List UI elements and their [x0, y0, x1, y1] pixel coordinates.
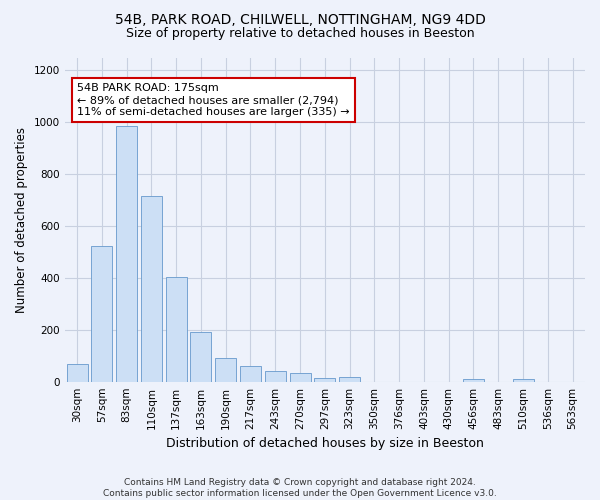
Bar [91, 246, 112, 382]
Bar [463, 378, 484, 382]
Bar [512, 379, 533, 382]
Bar [265, 372, 286, 382]
X-axis label: Distribution of detached houses by size in Beeston: Distribution of detached houses by size … [166, 437, 484, 450]
Text: Size of property relative to detached houses in Beeston: Size of property relative to detached ho… [125, 28, 475, 40]
Y-axis label: Number of detached properties: Number of detached properties [15, 126, 28, 312]
Bar [141, 196, 162, 382]
Bar [166, 277, 187, 382]
Bar [215, 358, 236, 382]
Text: 54B, PARK ROAD, CHILWELL, NOTTINGHAM, NG9 4DD: 54B, PARK ROAD, CHILWELL, NOTTINGHAM, NG… [115, 12, 485, 26]
Bar [240, 366, 261, 382]
Text: Contains HM Land Registry data © Crown copyright and database right 2024.
Contai: Contains HM Land Registry data © Crown c… [103, 478, 497, 498]
Text: 54B PARK ROAD: 175sqm
← 89% of detached houses are smaller (2,794)
11% of semi-d: 54B PARK ROAD: 175sqm ← 89% of detached … [77, 84, 350, 116]
Bar [339, 377, 360, 382]
Bar [314, 378, 335, 382]
Bar [290, 374, 311, 382]
Bar [116, 126, 137, 382]
Bar [190, 332, 211, 382]
Bar [67, 364, 88, 382]
